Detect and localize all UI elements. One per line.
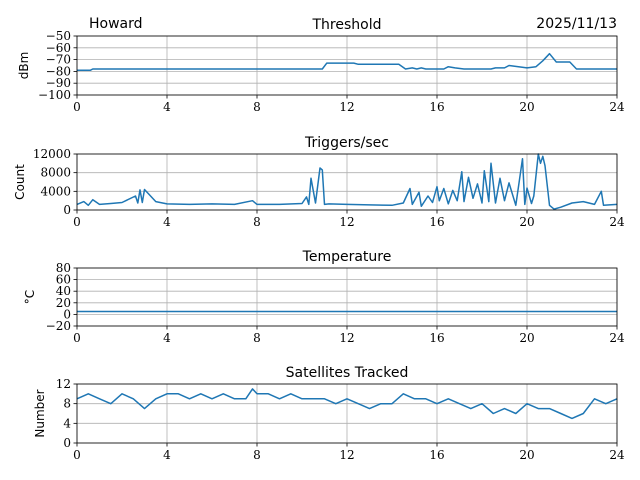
x-tick-label: 20 [519, 215, 534, 229]
x-tick-label: 0 [73, 448, 81, 462]
y-tick-label: −90 [46, 76, 71, 90]
y-axis-label: °C [23, 290, 37, 304]
x-tick-label: 8 [253, 448, 261, 462]
y-tick-label: −50 [46, 29, 71, 43]
station-name: Howard [89, 16, 143, 32]
x-tick-label: 0 [73, 331, 81, 345]
x-tick-label: 12 [339, 215, 354, 229]
date-label: 2025/11/13 [536, 16, 617, 32]
series-line [77, 52, 617, 71]
x-tick-label: 20 [519, 448, 534, 462]
subplot-title: Temperature [302, 249, 392, 265]
y-tick-label: 4000 [40, 184, 71, 198]
y-tick-label: 40 [56, 284, 71, 298]
x-tick-label: 8 [253, 331, 261, 345]
y-tick-label: 0 [63, 436, 71, 450]
x-tick-label: 16 [429, 100, 444, 114]
x-tick-label: 24 [609, 331, 625, 345]
x-tick-label: 4 [163, 215, 171, 229]
x-tick-label: 0 [73, 215, 81, 229]
y-tick-label: 8000 [40, 166, 71, 180]
subplot-threshold: 0 4 8 12 16 20 24 −50−60−70−80−90−100 Threshold d… [17, 17, 625, 114]
axes-frame [76, 267, 618, 327]
y-tick-label: −60 [46, 41, 71, 55]
series-line [76, 153, 618, 210]
axes-frame [76, 383, 618, 444]
y-tick-label: −20 [46, 319, 71, 333]
axes-frame [76, 153, 618, 211]
y-tick-label: 80 [56, 261, 71, 275]
x-tick-label: 4 [163, 448, 171, 462]
x-tick-label: 20 [519, 100, 534, 114]
x-tick-label: 24 [609, 448, 625, 462]
x-tick-label: 8 [253, 100, 261, 114]
x-tick-label: 8 [253, 215, 261, 229]
subplot-triggers-sec: 0 4 8 12 16 20 24 0 4000 8000 12000 Triggers/sec Cou… [13, 135, 625, 229]
axes-frame [76, 35, 618, 96]
x-tick-label: 0 [73, 100, 81, 114]
y-tick-label: −70 [46, 53, 71, 67]
subplot-satellites-tracked: 0 4 8 12 16 20 24 0 4 8 12 Satellites Tracked Number [33, 365, 625, 462]
x-tick-label: 4 [163, 100, 171, 114]
x-tick-label: 12 [339, 100, 354, 114]
x-tick-label: 4 [163, 331, 171, 345]
y-tick-label: −100 [38, 88, 71, 102]
subplot-title: Triggers/sec [304, 135, 389, 151]
y-axis-label: Number [33, 389, 47, 437]
y-tick-label: −80 [46, 64, 71, 78]
x-tick-label: 20 [519, 331, 534, 345]
y-tick-label: 0 [63, 307, 71, 321]
x-tick-label: 16 [429, 331, 444, 345]
x-tick-label: 24 [609, 215, 625, 229]
y-tick-label: 60 [56, 273, 71, 287]
subplot-title: Satellites Tracked [286, 365, 409, 381]
y-tick-label: 0 [63, 203, 71, 217]
x-tick-label: 24 [609, 100, 625, 114]
y-tick-label: 12000 [33, 147, 71, 161]
y-tick-label: 4 [63, 416, 71, 430]
y-axis-label: Count [13, 164, 27, 200]
y-tick-label: 20 [56, 296, 71, 310]
x-tick-label: 16 [429, 215, 444, 229]
series-line [76, 388, 618, 420]
x-tick-label: 16 [429, 448, 444, 462]
y-tick-label: 8 [63, 397, 71, 411]
y-tick-label: 12 [56, 377, 71, 391]
subplot-title: Threshold [312, 17, 382, 33]
x-tick-label: 12 [339, 448, 354, 462]
y-axis-label: dBm [17, 52, 31, 80]
x-tick-label: 12 [339, 331, 354, 345]
